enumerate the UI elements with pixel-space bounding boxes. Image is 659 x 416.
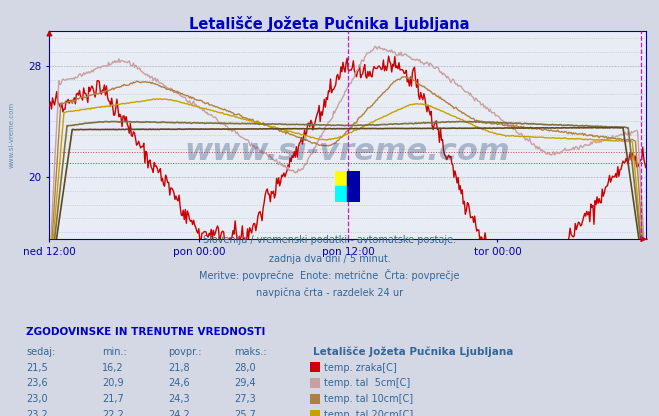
Text: 23,6: 23,6 xyxy=(26,379,48,389)
Bar xyxy=(347,171,360,202)
Text: min.:: min.: xyxy=(102,347,127,357)
Text: zadnja dva dni / 5 minut.: zadnja dva dni / 5 minut. xyxy=(269,254,390,264)
Text: Slovenija / vremenski podatki - avtomatske postaje.: Slovenija / vremenski podatki - avtomats… xyxy=(203,235,456,245)
Text: 24,3: 24,3 xyxy=(168,394,190,404)
Text: maks.:: maks.: xyxy=(234,347,266,357)
Text: 20,9: 20,9 xyxy=(102,379,124,389)
Text: Letališče Jožeta Pučnika Ljubljana: Letališče Jožeta Pučnika Ljubljana xyxy=(313,347,513,357)
Text: 23,0: 23,0 xyxy=(26,394,48,404)
Text: povpr.:: povpr.: xyxy=(168,347,202,357)
Text: ZGODOVINSKE IN TRENUTNE VREDNOSTI: ZGODOVINSKE IN TRENUTNE VREDNOSTI xyxy=(26,327,266,337)
Bar xyxy=(335,186,347,202)
Text: 16,2: 16,2 xyxy=(102,363,124,373)
Text: 29,4: 29,4 xyxy=(234,379,256,389)
Text: temp. zraka[C]: temp. zraka[C] xyxy=(324,363,397,373)
Text: 24,6: 24,6 xyxy=(168,379,190,389)
Text: www.si-vreme.com: www.si-vreme.com xyxy=(185,137,511,166)
Text: Meritve: povprečne  Enote: metrične  Črta: povprečje: Meritve: povprečne Enote: metrične Črta:… xyxy=(199,269,460,281)
Bar xyxy=(335,171,347,186)
Text: 25,7: 25,7 xyxy=(234,410,256,416)
Text: temp. tal 10cm[C]: temp. tal 10cm[C] xyxy=(324,394,413,404)
Text: 21,8: 21,8 xyxy=(168,363,190,373)
Text: 24,2: 24,2 xyxy=(168,410,190,416)
Text: Letališče Jožeta Pučnika Ljubljana: Letališče Jožeta Pučnika Ljubljana xyxy=(189,16,470,32)
Text: 21,5: 21,5 xyxy=(26,363,48,373)
Text: navpična črta - razdelek 24 ur: navpična črta - razdelek 24 ur xyxy=(256,287,403,298)
Text: 27,3: 27,3 xyxy=(234,394,256,404)
Text: 23,2: 23,2 xyxy=(26,410,48,416)
Text: 22,2: 22,2 xyxy=(102,410,124,416)
Text: 28,0: 28,0 xyxy=(234,363,256,373)
Text: sedaj:: sedaj: xyxy=(26,347,55,357)
Text: temp. tal 20cm[C]: temp. tal 20cm[C] xyxy=(324,410,413,416)
Text: 21,7: 21,7 xyxy=(102,394,124,404)
Text: temp. tal  5cm[C]: temp. tal 5cm[C] xyxy=(324,379,411,389)
Text: www.si-vreme.com: www.si-vreme.com xyxy=(9,102,14,168)
